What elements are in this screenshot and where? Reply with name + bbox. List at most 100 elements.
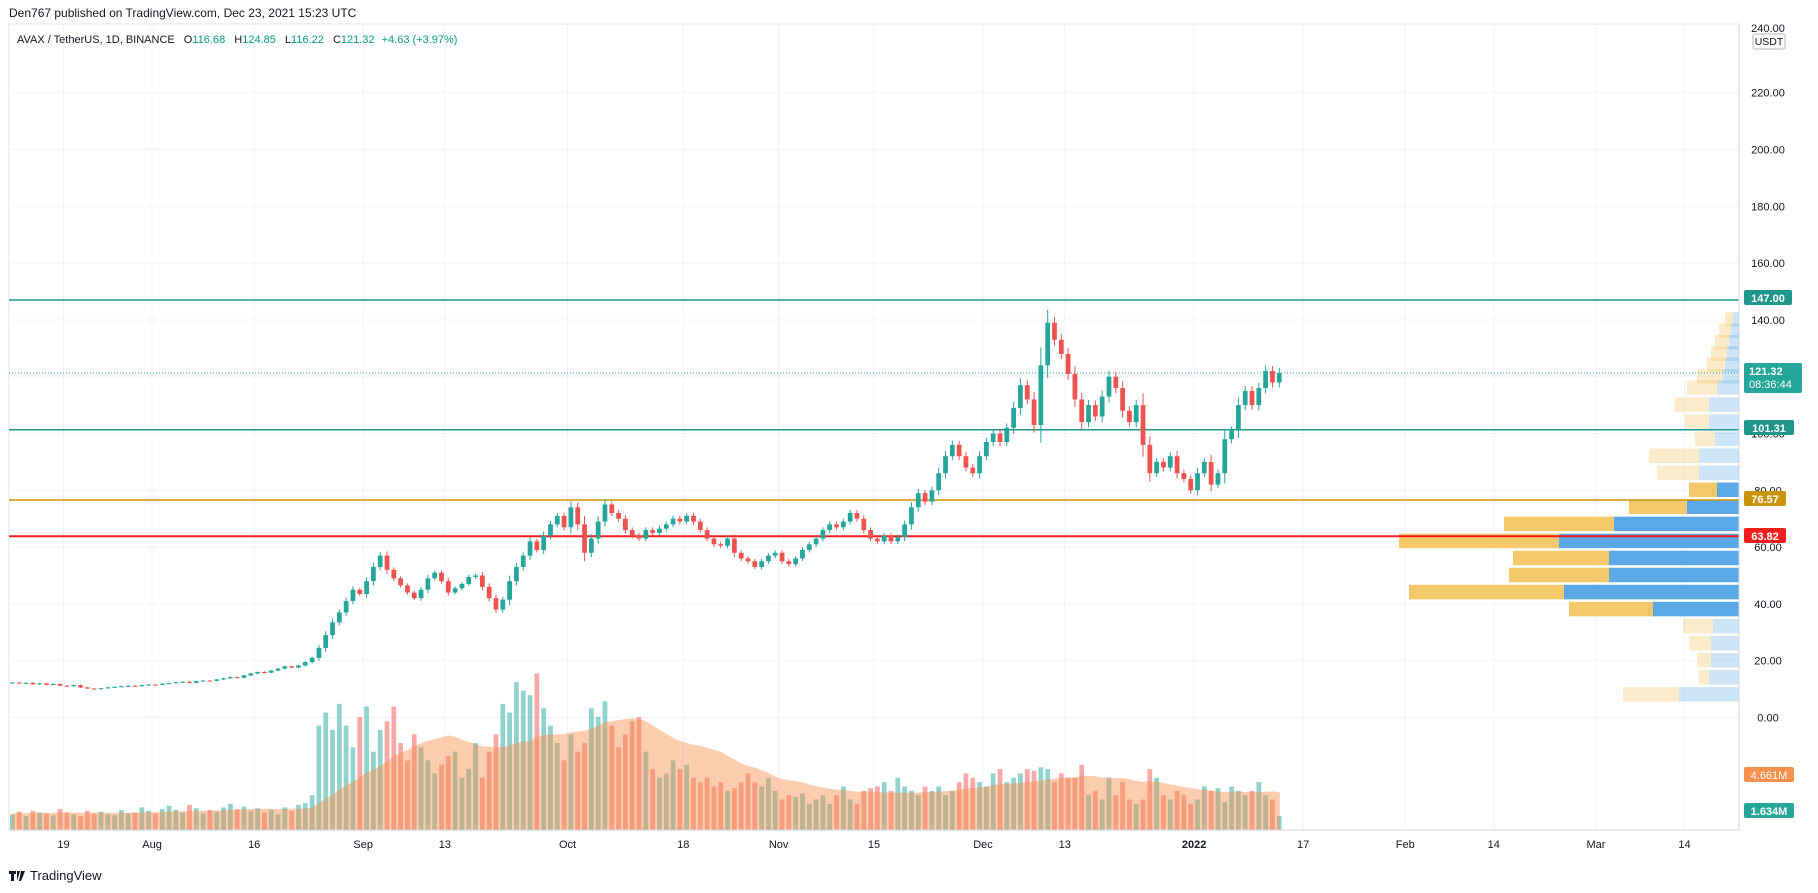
candle-body: [84, 687, 90, 689]
candle-body: [282, 666, 288, 669]
candle-body: [255, 672, 260, 674]
candle-body: [439, 572, 444, 582]
candle-body: [520, 555, 526, 567]
candle-body: [316, 647, 322, 658]
open-value: 116.68: [192, 34, 226, 46]
volume-bar: [10, 814, 15, 830]
candle-body: [677, 518, 683, 522]
candle-body: [588, 538, 594, 553]
volume-bar: [371, 751, 376, 830]
time-tick-label: 19: [57, 839, 69, 851]
candle-body: [207, 680, 213, 682]
volume-bar: [1147, 769, 1153, 830]
candle-body: [384, 555, 390, 570]
symbol-name[interactable]: AVAX / TetherUS, 1D, BINANCE: [17, 34, 175, 46]
volume-profile-yellow-bar: [1695, 431, 1715, 446]
candle-body: [302, 662, 308, 666]
candle-body: [990, 433, 996, 443]
volume-bar: [1161, 795, 1166, 830]
candle-body: [534, 541, 540, 550]
candle-body: [997, 433, 1003, 443]
candle-body: [983, 442, 989, 457]
volume-bar: [1031, 770, 1037, 830]
candle-body: [977, 456, 982, 474]
candle-body: [650, 530, 656, 533]
candle-body: [23, 682, 29, 684]
volume-bar: [221, 807, 226, 830]
volume-bar: [1195, 799, 1200, 830]
time-axis[interactable]: 19 Aug 16 Sep 13 Oct 18 Nov 15 Dec 13 2022 17 Feb 14 Ma…: [57, 839, 1690, 851]
volume-bar: [479, 777, 485, 830]
close-label: C: [332, 34, 341, 46]
candle-body: [1276, 372, 1282, 383]
price-axis[interactable]: 0.0020.0040.0060.0080.00100.00120.00140.…: [1751, 88, 1785, 725]
volume-bar: [1229, 786, 1234, 830]
time-tick-label: 17: [1297, 839, 1309, 851]
volume-bar: [840, 786, 846, 830]
volume-bar: [697, 782, 703, 830]
price-tick-label: 20.00: [1754, 656, 1782, 668]
volume-bar: [234, 809, 240, 830]
candle-body: [50, 683, 56, 685]
candle-body: [146, 684, 152, 686]
candle-body: [711, 538, 717, 545]
currency-button[interactable]: USDT: [1752, 33, 1786, 50]
volume-profile-yellow-bar: [1629, 499, 1687, 515]
candle-body: [1058, 339, 1064, 354]
volume-bar: [520, 690, 526, 830]
candle-body: [1154, 461, 1160, 474]
volume-profile-blue-bar: [1559, 533, 1739, 549]
candle-body: [473, 575, 478, 577]
candle-body: [1263, 371, 1269, 389]
horizontal-levels[interactable]: [9, 299, 1739, 538]
time-tick-label: Feb: [1396, 839, 1415, 851]
volume-bar: [500, 703, 506, 830]
volume-bar: [915, 795, 921, 830]
tradingview-logo[interactable]: TradingView: [9, 868, 102, 883]
volume-bar: [357, 716, 363, 830]
volume-bar: [684, 764, 690, 830]
volume-bar: [336, 703, 342, 830]
volume-bar: [731, 788, 737, 830]
price-tick-label: 220.00: [1751, 88, 1785, 100]
candle-body: [1249, 390, 1255, 406]
volume-bar: [1024, 769, 1030, 830]
volume-bar: [943, 795, 948, 830]
volume-bar: [1270, 799, 1275, 830]
time-tick-label: Sep: [353, 839, 373, 851]
volume-bar: [323, 712, 329, 830]
candle-body: [875, 538, 880, 542]
volume-bar: [766, 777, 771, 830]
candle-body: [78, 685, 83, 688]
volume-histogram: [10, 673, 1282, 830]
candle-body: [548, 524, 553, 536]
time-tick-label: 14: [1488, 839, 1500, 851]
candle-body: [1079, 399, 1085, 423]
candle-body: [268, 670, 274, 673]
candle-body: [411, 592, 417, 599]
volume-bar: [663, 773, 669, 830]
volume-bar: [711, 786, 717, 830]
volume-bar: [405, 760, 410, 830]
volume-bar: [806, 803, 812, 830]
volume-bar: [330, 729, 335, 830]
volume-profile-blue-bar: [1717, 482, 1739, 498]
time-tick-label: 2022: [1182, 839, 1206, 851]
candle-body: [1127, 410, 1132, 423]
volume-bar: [670, 760, 676, 830]
candle-body: [486, 586, 492, 599]
candle-body: [64, 685, 70, 687]
volume-bar: [105, 814, 111, 830]
candle-body: [616, 513, 621, 519]
candle-body: [10, 682, 15, 684]
badge-volume-last: 1.634M: [1744, 803, 1794, 818]
volume-bar: [1249, 790, 1255, 830]
candle-body: [1038, 365, 1044, 425]
volume-bar: [541, 708, 547, 830]
volume-bar: [561, 760, 567, 830]
volume-bar: [1038, 767, 1044, 830]
candle-body: [275, 668, 281, 671]
price-tick-label: 160.00: [1751, 258, 1785, 270]
badge-volume-ma: 4.661M: [1744, 767, 1794, 782]
